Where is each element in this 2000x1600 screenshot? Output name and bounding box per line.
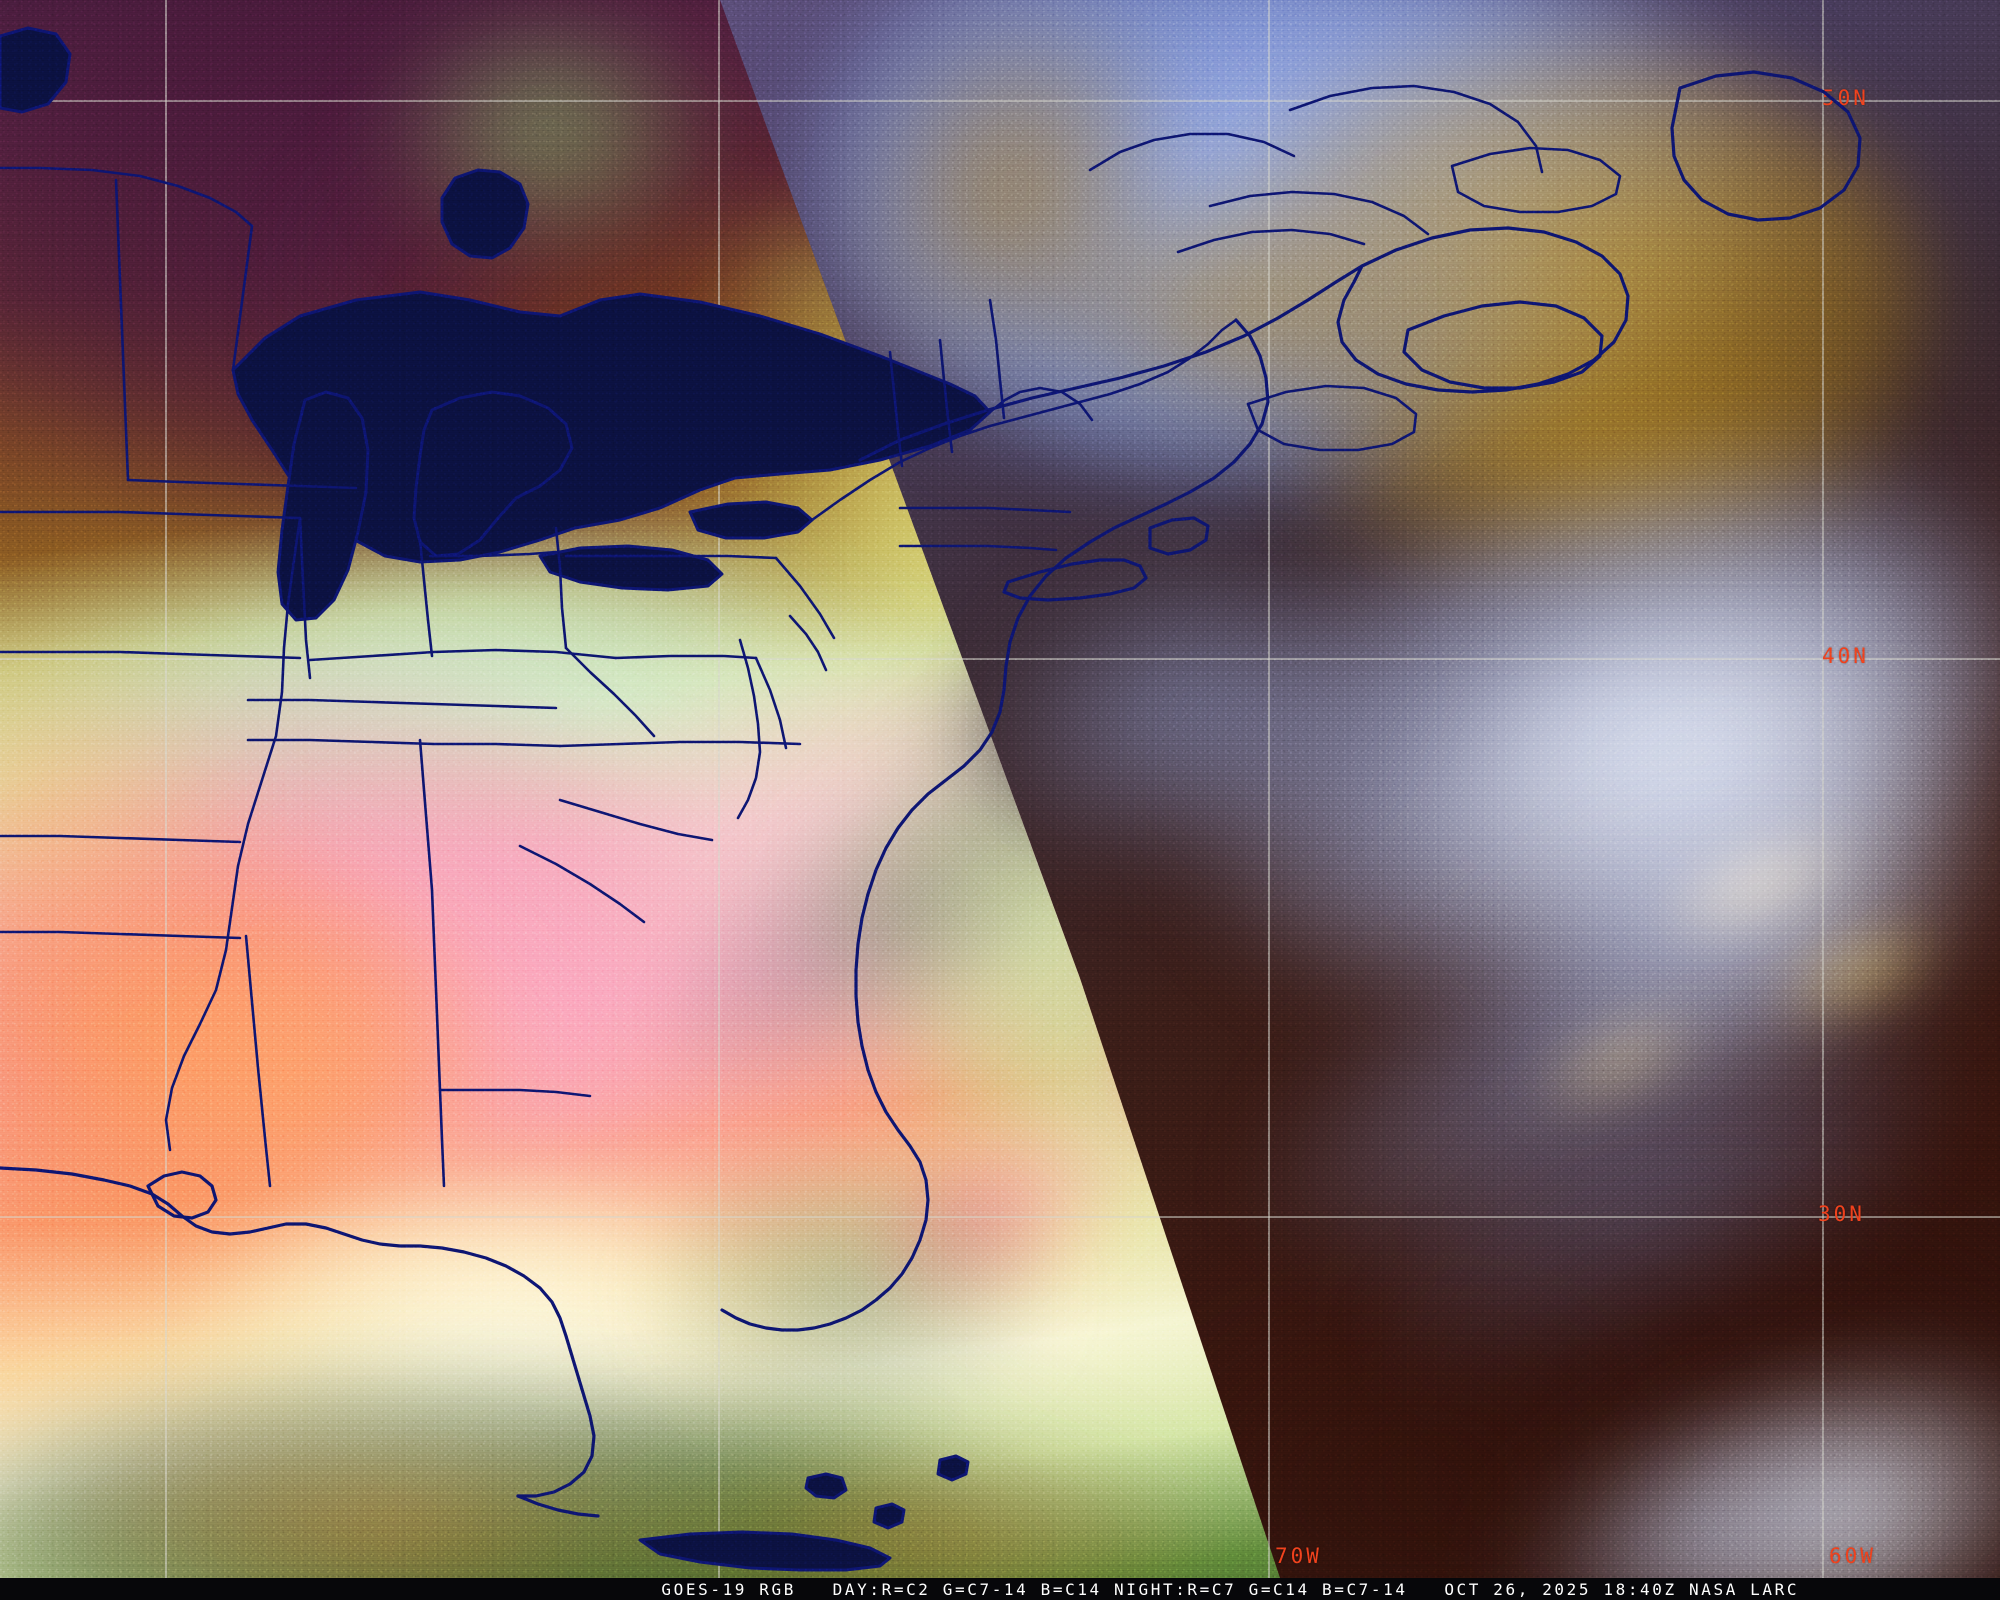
state-border-ny-nj xyxy=(774,556,836,640)
state-border-wv-va xyxy=(564,646,656,738)
caption-gap-4 xyxy=(1677,1580,1689,1599)
gulf-st-lawrence-outline xyxy=(1336,226,1630,394)
caption-gap-2 xyxy=(1102,1580,1114,1599)
state-border-nh-me xyxy=(988,298,1006,420)
us-canada-border-east xyxy=(810,318,1238,522)
state-border-in-oh xyxy=(418,538,434,658)
graticule-lat-30n xyxy=(0,1216,2000,1218)
mississippi-river xyxy=(164,516,302,1152)
hudson-bay-outline xyxy=(0,26,72,114)
state-border-il-in xyxy=(298,516,312,680)
us-canada-border xyxy=(0,166,254,372)
caption-satellite: GOES-19 RGB xyxy=(661,1579,796,1599)
lake-ontario-outline xyxy=(688,500,814,540)
lake-nipigon-outline xyxy=(440,168,530,260)
night-inland-lake-1 xyxy=(1246,384,1418,452)
long-island-outline xyxy=(1002,558,1148,602)
state-border-tn-north xyxy=(246,698,558,710)
caption-source: NASA LARC xyxy=(1689,1579,1800,1599)
st-lawrence-river xyxy=(858,264,1364,462)
chesapeake-bay xyxy=(736,638,762,820)
caption-night-recipe: NIGHT:R=C7 G=C14 B=C7-14 xyxy=(1114,1579,1408,1599)
state-border-mo-ar xyxy=(0,834,242,844)
state-border-tn-south xyxy=(246,738,562,748)
state-border-ar-la xyxy=(0,930,242,940)
state-border-nc-sc xyxy=(558,798,714,842)
state-border-mi-oh xyxy=(428,550,558,558)
graticule-label-30n: 30N xyxy=(1818,1202,1865,1226)
graticule-lon-60w xyxy=(1822,0,1824,1578)
lake-erie-outline xyxy=(538,544,724,592)
graticule-lat-40n xyxy=(0,658,2000,660)
delaware-bay xyxy=(788,614,828,672)
bahamas-island-2 xyxy=(872,1502,906,1530)
state-border-ma-north xyxy=(898,506,1072,514)
graticule-lon-70w xyxy=(1268,0,1270,1578)
florida-keys xyxy=(516,1494,600,1518)
state-border-pa-md xyxy=(614,654,758,660)
state-border-wi-il xyxy=(126,478,358,490)
caption-gap-1 xyxy=(796,1580,833,1599)
state-border-nj-de xyxy=(754,656,788,750)
state-border-sc-ga xyxy=(518,844,646,924)
state-border-ms-al xyxy=(244,934,272,1188)
state-border-ia-mo xyxy=(0,650,302,660)
state-border-iowa-north xyxy=(0,510,302,520)
state-border-oh-pa xyxy=(554,526,568,650)
nova-scotia-outline xyxy=(1402,300,1604,390)
caption-timestamp: OCT 26, 2025 18:40Z xyxy=(1444,1579,1677,1599)
cape-cod-outline xyxy=(1148,516,1210,556)
state-border-ky-north xyxy=(308,648,618,662)
state-border-ma-ct xyxy=(898,544,1058,552)
graticule-lon-90w xyxy=(165,0,167,1578)
state-border-va-nc xyxy=(558,740,802,748)
state-border-pa-ny xyxy=(564,554,778,560)
night-inland-lake-2 xyxy=(1450,146,1622,214)
us-canada-border-lakes xyxy=(988,386,1094,422)
north-inlet-2 xyxy=(1176,228,1366,254)
ontario-quebec-border xyxy=(1088,132,1296,172)
newfoundland-outline xyxy=(1670,70,1862,222)
state-border-ny-vt xyxy=(888,350,904,468)
caption-gap-3 xyxy=(1408,1580,1445,1599)
graticule-lat-50n xyxy=(0,100,2000,102)
graticule-label-60w: 60W xyxy=(1829,1544,1876,1568)
state-border-vt-nh xyxy=(938,338,954,454)
north-inlet-1 xyxy=(1208,190,1430,236)
quebec-labrador-border xyxy=(1288,84,1544,174)
gulf-coastline xyxy=(0,1166,596,1498)
state-border-mn-wi xyxy=(114,178,130,482)
louisiana-delta xyxy=(146,1170,218,1220)
bahamas-island-1 xyxy=(804,1472,848,1500)
graticule-label-70w: 70W xyxy=(1275,1544,1322,1568)
lake-michigan-outline xyxy=(276,390,370,622)
graticule-lon-80w xyxy=(718,0,720,1578)
image-caption-bar: GOES-19 RGB DAY:R=C2 G=C7-14 B=C14 NIGHT… xyxy=(0,1578,2000,1600)
bahamas-island-3 xyxy=(936,1454,970,1482)
caption-day-recipe: DAY:R=C2 G=C7-14 B=C14 xyxy=(832,1579,1102,1599)
atlantic-coastline xyxy=(720,318,1270,1332)
lake-huron-outline xyxy=(412,390,574,558)
state-border-al-ga xyxy=(418,738,446,1188)
graticule-label-40n: 40N xyxy=(1822,644,1869,668)
cuba-outline xyxy=(638,1530,892,1572)
state-border-ga-fl xyxy=(438,1088,592,1098)
